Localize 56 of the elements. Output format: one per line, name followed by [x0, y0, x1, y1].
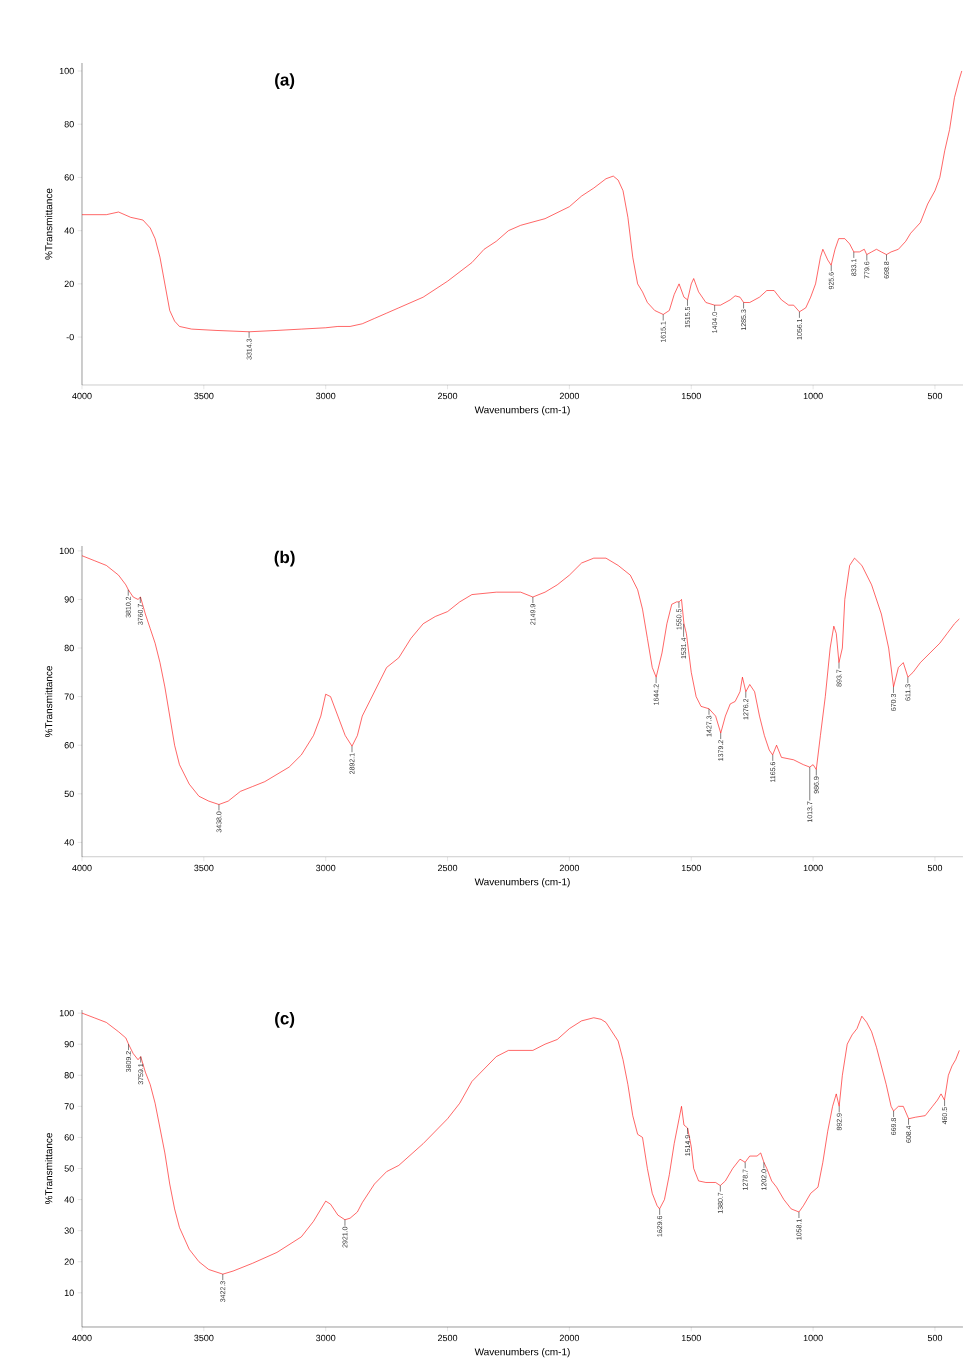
x-tick-label: 3000 [316, 392, 336, 400]
y-tick-label: 100 [59, 1009, 74, 1017]
y-tick-label: 50 [64, 790, 74, 798]
y-tick-label: 10 [64, 1289, 74, 1296]
x-tick-label: 1500 [681, 864, 701, 872]
y-tick-label: 50 [64, 1165, 74, 1172]
y-tick-label: 60 [64, 1134, 74, 1141]
x-tick-label: 3500 [194, 392, 214, 400]
x-tick-label: 500 [927, 864, 943, 872]
y-tick-label: 90 [64, 596, 74, 603]
y-axis-title: %Transmittance [44, 188, 53, 260]
y-tick-label: 80 [64, 644, 74, 652]
y-tick-label: 90 [64, 1040, 74, 1048]
x-tick-label: 2500 [437, 1334, 458, 1342]
y-tick-label: 30 [64, 1227, 74, 1234]
x-tick-label: 2000 [559, 1334, 580, 1342]
y-tick-label: 60 [64, 174, 74, 181]
x-tick-label: 3000 [316, 864, 336, 872]
y-tick-label: 40 [64, 839, 74, 846]
y-tick-label: 80 [64, 1072, 74, 1079]
x-tick-label: 1500 [681, 392, 701, 400]
x-tick-label: 3500 [194, 864, 214, 872]
x-axis-title: Wavenumbers (cm-1) [474, 878, 570, 888]
x-tick-label: 2500 [437, 392, 458, 400]
x-tick-label: 3000 [316, 1334, 336, 1342]
x-tick-label: 500 [927, 392, 943, 400]
x-tick-label: 2000 [559, 864, 580, 872]
x-tick-label: 4000 [72, 1334, 92, 1342]
x-axis-title: Wavenumbers (cm-1) [474, 1348, 570, 1358]
y-tick-label: -0 [66, 333, 74, 341]
y-tick-label: 70 [64, 693, 74, 700]
y-tick-label: 40 [64, 227, 74, 234]
x-tick-label: 1000 [803, 864, 823, 872]
x-tick-label: 2000 [559, 392, 580, 400]
chart-title: (b) [274, 550, 295, 567]
x-tick-label: 2500 [437, 864, 458, 872]
y-tick-label: 80 [64, 121, 74, 128]
y-tick-label: 100 [59, 67, 74, 75]
y-tick-label: 20 [64, 1258, 74, 1265]
x-tick-label: 500 [927, 1334, 943, 1342]
x-tick-label: 4000 [72, 392, 92, 400]
y-axis-title: %Transmittance [44, 1133, 53, 1205]
y-tick-label: 60 [64, 742, 74, 749]
x-tick-label: 3500 [194, 1334, 214, 1342]
y-tick-label: 100 [59, 547, 74, 555]
x-tick-label: 4000 [72, 864, 92, 872]
y-tick-label: 70 [64, 1103, 74, 1110]
text: (a) [275, 73, 295, 90]
x-tick-label: 1000 [803, 1334, 823, 1342]
y-tick-label: 40 [64, 1196, 74, 1203]
x-tick-label: 1000 [803, 392, 823, 400]
y-axis-title: %Transmittance [44, 666, 53, 738]
x-tick-label: 1500 [681, 1334, 701, 1342]
y-tick-label: 20 [64, 280, 74, 288]
chart-title: (c) [275, 1011, 295, 1028]
x-axis-title: Wavenumbers (cm-1) [474, 406, 570, 416]
